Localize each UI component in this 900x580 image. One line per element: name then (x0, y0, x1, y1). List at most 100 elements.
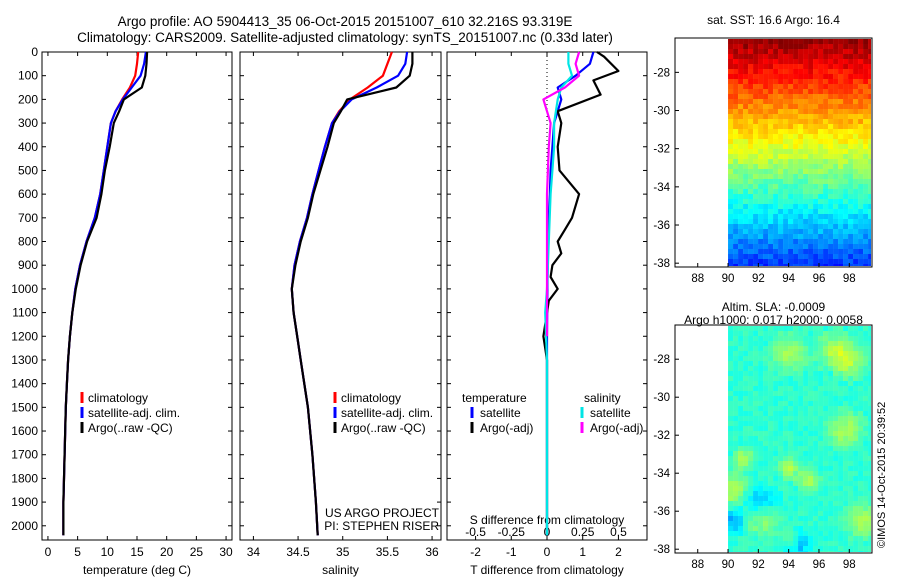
depth-tick-label: 500 (18, 163, 38, 177)
depth-tick-label: 1700 (11, 448, 38, 462)
difference-xtick-label: 2 (615, 545, 622, 559)
temperature-xtick-label: 5 (74, 545, 81, 559)
sla-map-xtick-label: 96 (813, 559, 826, 571)
temperature-xtick-label: 15 (130, 545, 144, 559)
depth-tick-label: 400 (18, 140, 38, 154)
imos-stamp: ©IMOS 14-Oct-2015 20:39:52 (876, 401, 888, 548)
sst-map-ytick-label: -38 (653, 258, 670, 270)
sst-map-cells (728, 39, 871, 266)
difference-legend-label: satellite (480, 406, 521, 420)
sst-map-xtick-label: 98 (843, 273, 856, 285)
sla-map-xtick-label: 92 (752, 559, 765, 571)
sla-map-xtick-label: 94 (782, 559, 795, 571)
depth-tick-label: 1600 (11, 424, 38, 438)
sst-map-xtick-label: 94 (782, 273, 795, 285)
sla-map-xtick-label: 90 (722, 559, 735, 571)
temperature-xlabel: temperature (deg C) (83, 563, 191, 577)
panel-difference: -2 -1 0 1 2 T difference from climatology -0.5… (446, 51, 648, 577)
depth-tick-label: 1400 (11, 377, 38, 391)
temperature-frame (41, 51, 233, 541)
depth-tick-label: 200 (18, 92, 38, 106)
temperature-xtick-label: 30 (219, 545, 233, 559)
depth-tick-label: 300 (18, 116, 38, 130)
depth-tick-label: 600 (18, 187, 38, 201)
difference-legend-label: Argo(-adj) (480, 421, 533, 435)
sst-map-ytick-label: -28 (653, 67, 670, 79)
difference-xtick-label: 0 (544, 545, 551, 559)
temperature-legend-label: climatology (88, 391, 148, 405)
sst-map-ytick-label: -34 (653, 182, 670, 194)
depth-tick-label: 1000 (11, 282, 38, 296)
figure-title-line2: Climatology: CARS2009. Satellite-adjuste… (77, 30, 613, 45)
difference-legend-label: satellite (590, 406, 631, 420)
difference-top-tick-label: -0.5 (465, 525, 486, 539)
depth-tick-label: 1800 (11, 471, 38, 485)
sst-map-xtick-label: 88 (691, 273, 704, 285)
depth-tick-label: 2000 (11, 519, 38, 533)
difference-legend-title: salinity (584, 391, 621, 405)
sla-map-ytick-label: -36 (653, 506, 670, 518)
salinity-frame (239, 51, 442, 541)
temperature-xtick-label: 25 (190, 545, 204, 559)
sst-map-xtick-label: 92 (752, 273, 765, 285)
difference-xlabel: T difference from climatology (470, 563, 624, 577)
temperature-series-argo-raw-qc- (62, 51, 149, 536)
temperature-xtick-label: 10 (101, 545, 115, 559)
depth-tick-label: 1300 (11, 353, 38, 367)
figure-title-line1: Argo profile: AO 5904413_35 06-Oct-2015 … (117, 14, 573, 29)
sst-map-title: sat. SST: 16.6 Argo: 16.4 (707, 13, 840, 27)
difference-legend-label: Argo(-adj) (590, 421, 643, 435)
difference-series-argo-adj- (542, 51, 620, 536)
temperature-legend-label: Argo(..raw -QC) (88, 421, 173, 435)
difference-xtick-label: -1 (506, 545, 517, 559)
salinity-xtick-label: 35 (336, 545, 350, 559)
depth-tick-label: 1900 (11, 495, 38, 509)
difference-top-tick-label: 0.5 (610, 525, 627, 539)
sla-map-title: Altim. SLA: -0.0009 (722, 300, 826, 314)
salinity-xtick-label: 34.5 (286, 545, 310, 559)
salinity-legend-label: satellite-adj. clim. (341, 406, 433, 420)
sla-map-xtick-label: 98 (843, 559, 856, 571)
sst-map-xtick-label: 96 (813, 273, 826, 285)
sla-map-ytick-label: -32 (653, 430, 670, 442)
difference-xtick-label: -2 (470, 545, 481, 559)
salinity-legend-label: climatology (341, 391, 401, 405)
map-sla-map: 88 90 92 94 96 98 -28 -30 -32 -34 -36 -38 Altim. SLA… (653, 300, 873, 571)
sla-map-ytick-label: -34 (653, 468, 670, 480)
salinity-xtick-label: 34 (247, 545, 261, 559)
depth-tick-label: 800 (18, 235, 38, 249)
panel-salinity: 34 34.5 35 35.5 36 salinity climatologysatelli… (239, 51, 442, 577)
sla-map-ytick-label: -30 (653, 392, 670, 404)
difference-series-argo-adj- (542, 51, 581, 337)
sla-map-ytick-label: -28 (653, 354, 670, 366)
sla-map-ytick-label: -38 (653, 544, 670, 556)
depth-tick-label: 700 (18, 211, 38, 225)
temperature-legend-label: satellite-adj. clim. (88, 406, 180, 420)
salinity-xlabel: salinity (322, 563, 359, 577)
temperature-xtick-label: 20 (160, 545, 174, 559)
sst-map-ytick-label: -32 (653, 144, 670, 156)
salinity-series-argo-raw-qc- (290, 52, 414, 536)
sla-map-cells (728, 326, 871, 552)
sst-map-ytick-label: -36 (653, 220, 670, 232)
depth-tick-label: 1200 (11, 329, 38, 343)
salinity-xtick-label: 36 (425, 545, 439, 559)
sla-map-xtick-label: 88 (691, 559, 704, 571)
depth-tick-label: 1500 (11, 400, 38, 414)
difference-legend-title: temperature (462, 391, 527, 405)
salinity-annotation: US ARGO PROJECT (325, 506, 440, 520)
salinity-legend-label: Argo(..raw -QC) (341, 421, 426, 435)
depth-tick-label: 900 (18, 258, 38, 272)
sst-map-ytick-label: -30 (653, 106, 670, 118)
salinity-xtick-label: 35.5 (376, 545, 400, 559)
difference-xtick-label: 1 (579, 545, 586, 559)
salinity-annotation: PI: STEPHEN RISER (324, 519, 439, 533)
panel-temperature: 0100200300400500600700800900100011001200… (11, 45, 233, 577)
difference-series-satellite (544, 52, 574, 536)
difference-top-tick-label: -0.25 (498, 525, 526, 539)
map-sst-map: 88 90 92 94 96 98 -28 -30 -32 -34 -36 -38 sat. SST: … (653, 13, 873, 285)
difference-top-tick-label: 0.25 (571, 525, 595, 539)
depth-tick-label: 0 (31, 45, 38, 59)
depth-tick-label: 100 (18, 69, 38, 83)
